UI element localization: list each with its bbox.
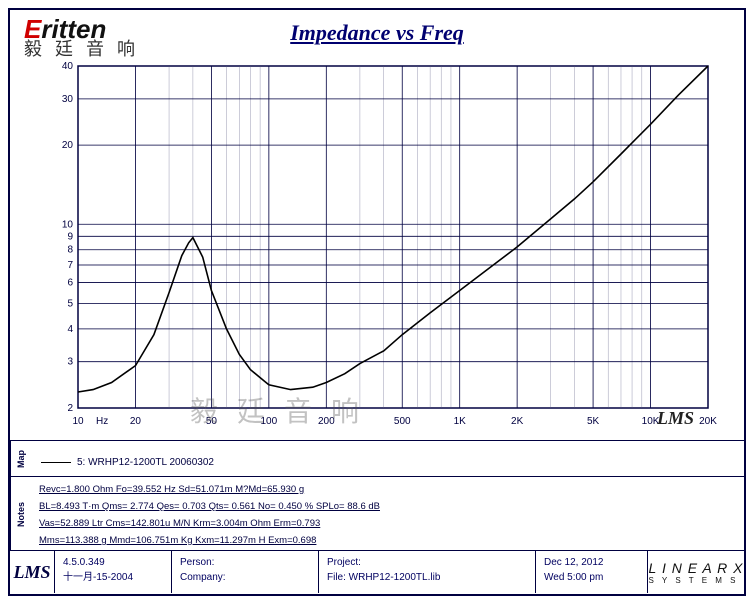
footer-person-l1: Person: [180, 555, 310, 570]
legend-side-label: Map [10, 441, 31, 477]
footer-date: Dec 12, 2012 Wed 5:00 pm [536, 551, 648, 593]
svg-text:6: 6 [67, 278, 73, 289]
svg-text:20K: 20K [699, 416, 717, 427]
footer-project-l1: Project: [327, 555, 527, 570]
svg-text:9: 9 [67, 231, 73, 242]
footer-date-l2: Wed 5:00 pm [544, 570, 639, 585]
notes-side-label: Notes [10, 477, 31, 551]
svg-text:5K: 5K [587, 416, 600, 427]
notes-line: Vas=52.889 Ltr Cms=142.801u M/N Krm=3.00… [39, 517, 736, 530]
svg-text:50: 50 [206, 416, 218, 427]
footer-linearx: L I N E A R X S Y S T E M S [648, 551, 744, 593]
svg-text:20: 20 [130, 416, 142, 427]
outer-frame: Eritten 毅 廷 音 响 Impedance vs Freq 102050… [8, 8, 746, 596]
svg-text:10: 10 [62, 219, 74, 230]
svg-text:4: 4 [67, 324, 73, 335]
svg-text:Hz: Hz [96, 416, 108, 427]
footer-linearx-main: L I N E A R X [649, 560, 744, 576]
svg-text:3: 3 [67, 357, 73, 368]
notes-line: BL=8.493 T·m Qms= 2.774 Qes= 0.703 Qts= … [39, 500, 736, 513]
footer-version: 4.5.0.349 十一月-15-2004 [55, 551, 172, 593]
svg-text:5: 5 [67, 298, 73, 309]
notes-panel: Notes Revc=1.800 Ohm Fo=39.552 Hz Sd=51.… [10, 476, 744, 551]
svg-text:20: 20 [62, 140, 74, 151]
footer-version-l1: 4.5.0.349 [63, 555, 163, 570]
svg-text:10: 10 [72, 416, 84, 427]
svg-text:500: 500 [394, 416, 411, 427]
chart-plot-area: 1020501002005001K2K5K10K20KHz23456789102… [50, 60, 720, 430]
svg-text:2: 2 [67, 403, 73, 414]
footer-project-l2: File: WRHP12-1200TL.lib [327, 570, 527, 585]
footer-version-l2: 十一月-15-2004 [63, 570, 163, 585]
legend-panel: Map 5: WRHP12-1200TL 20060302 [10, 440, 744, 477]
footer-person: Person: Company: [172, 551, 319, 593]
footer-project: Project: File: WRHP12-1200TL.lib [319, 551, 536, 593]
footer-linearx-sub: S Y S T E M S [649, 576, 744, 585]
svg-text:30: 30 [62, 94, 74, 105]
chart-title: Impedance vs Freq [10, 20, 744, 46]
chart-svg: 1020501002005001K2K5K10K20KHz23456789102… [50, 60, 720, 430]
svg-text:200: 200 [318, 416, 335, 427]
footer-person-l2: Company: [180, 570, 310, 585]
notes-line: Revc=1.800 Ohm Fo=39.552 Hz Sd=51.071m M… [39, 483, 736, 496]
footer-date-l1: Dec 12, 2012 [544, 555, 639, 570]
plot-corner-lms: LMS [657, 408, 694, 429]
svg-text:40: 40 [62, 61, 74, 72]
svg-text:8: 8 [67, 245, 73, 256]
svg-text:7: 7 [67, 260, 73, 271]
svg-text:1K: 1K [454, 416, 467, 427]
legend-line-sample [41, 462, 71, 463]
svg-text:2K: 2K [511, 416, 524, 427]
legend-text: 5: WRHP12-1200TL 20060302 [77, 457, 214, 468]
notes-line: Mms=113.388 g Mmd=106.751m Kg Kxm=11.297… [39, 534, 736, 547]
footer-lms: LMS [10, 551, 55, 593]
svg-text:100: 100 [261, 416, 278, 427]
footer-panel: LMS 4.5.0.349 十一月-15-2004 Person: Compan… [10, 550, 744, 593]
